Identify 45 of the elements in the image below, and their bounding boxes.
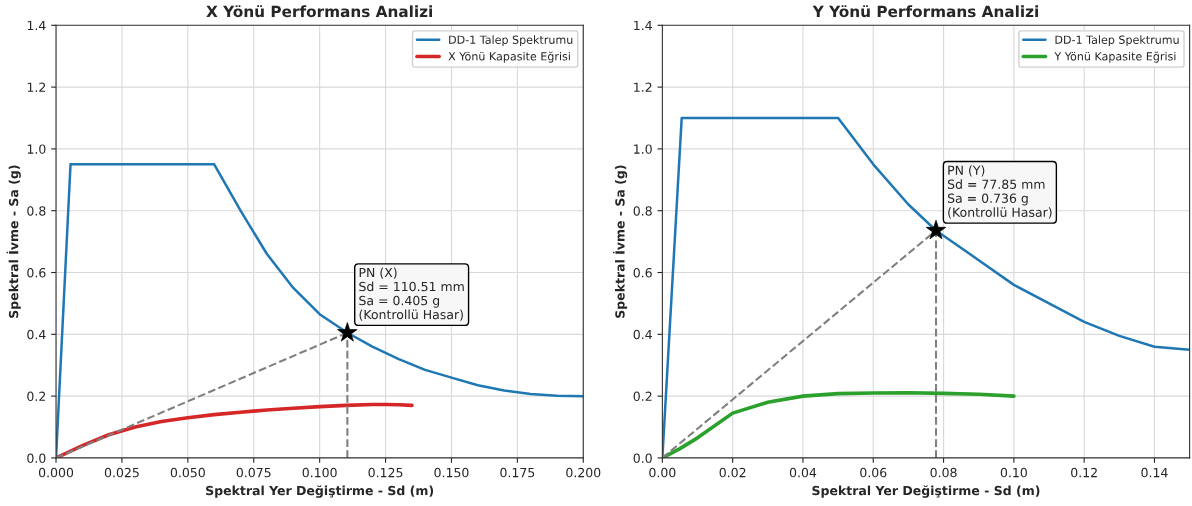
chart-title: X Yönü Performans Analizi bbox=[206, 5, 432, 18]
y-tick-label: 0.0 bbox=[633, 453, 652, 463]
legend-label: X Yönü Kapasite Eğrisi bbox=[448, 51, 570, 63]
x-tick-label: 0.000 bbox=[38, 467, 74, 478]
x-tick-label: 0.100 bbox=[302, 467, 337, 478]
y-tick-label: 0.4 bbox=[633, 329, 652, 340]
y-tick-label: 0.6 bbox=[633, 267, 652, 278]
y-tick-label: 0.0 bbox=[27, 453, 46, 463]
y-tick-label: 1.0 bbox=[634, 144, 652, 154]
x-axis-title: Spektral Yer Değiştirme - Sd (m) bbox=[812, 485, 1040, 498]
chart-title: Y Yönü Performans Analizi bbox=[812, 5, 1038, 18]
y-tick-label: 0.6 bbox=[27, 267, 46, 278]
legend-label: DD-1 Talep Spektrumu bbox=[1055, 35, 1179, 47]
x-tick-label: 0.14 bbox=[1141, 467, 1168, 478]
legend-label: DD-1 Talep Spektrumu bbox=[449, 35, 573, 47]
x-tick-label: 0.025 bbox=[104, 467, 139, 478]
x-tick-label: 0.10 bbox=[1000, 467, 1027, 478]
y-tick-label: 0.4 bbox=[27, 329, 46, 340]
y-tick-label: 0.2 bbox=[633, 391, 652, 402]
y-tick-label: 1.4 bbox=[27, 20, 46, 31]
x-tick-label: 0.12 bbox=[1071, 467, 1097, 478]
x-tick-label: 0.075 bbox=[236, 467, 271, 478]
y-tick-label: 0.8 bbox=[27, 206, 46, 216]
x-tick-label: 0.08 bbox=[930, 467, 957, 478]
annotation: PN (Y) Sd = 77.85 mm Sa = 0.736 g (Kontrollü Hasar) bbox=[947, 165, 1052, 219]
y-tick-label: 0.8 bbox=[633, 206, 652, 216]
x-tick-label: 0.06 bbox=[860, 467, 887, 478]
x-axis-title: Spektral Yer Değiştirme - Sd (m) bbox=[206, 485, 434, 498]
x-tick-label: 0.125 bbox=[368, 467, 403, 478]
y-tick-label: 1.4 bbox=[634, 20, 652, 31]
y-axis-title: Spektral İvme - Sa (g) bbox=[612, 165, 628, 318]
x-tick-label: 0.04 bbox=[789, 467, 817, 478]
y-tick-label: 1.0 bbox=[27, 144, 46, 154]
x-tick-label: 0.050 bbox=[170, 467, 205, 478]
annotation: PN (X) Sd = 110.51 mm Sa = 0.405 g (Kontrollü Hasar) bbox=[359, 267, 464, 321]
legend-label: Y Yönü Kapasite Eğrisi bbox=[1054, 51, 1176, 63]
x-tick-label: 0.150 bbox=[434, 467, 469, 478]
x-tick-label: 0.175 bbox=[500, 467, 535, 478]
y-tick-label: 0.2 bbox=[27, 391, 46, 402]
x-tick-label: 0.200 bbox=[566, 467, 601, 478]
y-tick-label: 1.2 bbox=[27, 82, 46, 92]
y-axis-title: Spektral İvme - Sa (g) bbox=[6, 165, 21, 318]
x-tick-label: 0.02 bbox=[719, 467, 746, 478]
y-tick-label: 1.2 bbox=[634, 82, 652, 92]
x-tick-label: 0.00 bbox=[649, 467, 676, 478]
